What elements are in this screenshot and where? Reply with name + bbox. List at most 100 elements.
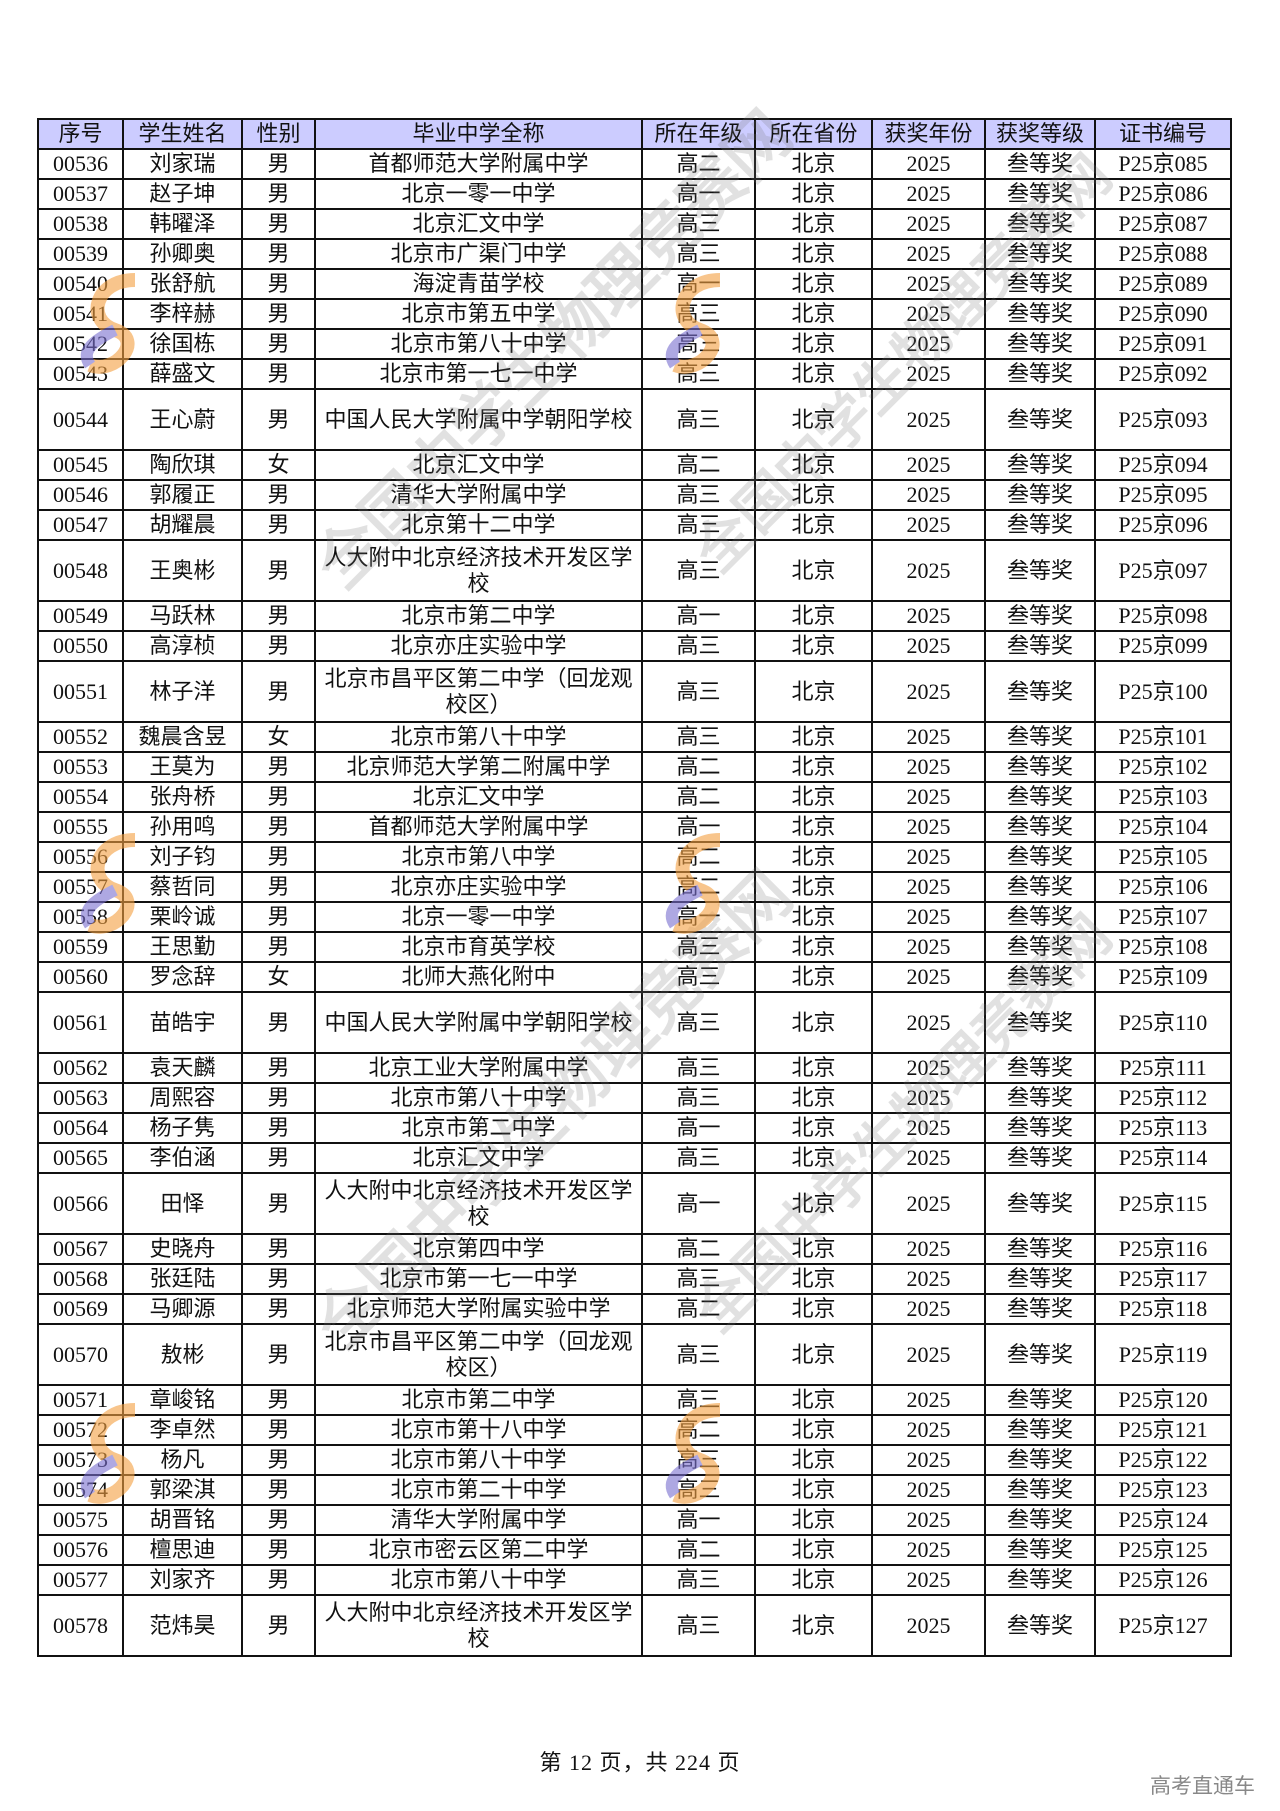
cell-id: 00542 xyxy=(37,328,124,360)
cell-name: 张舒航 xyxy=(122,268,243,300)
table-row: 00554 张舟桥男北京汇文中学 高二 北京 2025 叁等奖 P25京103 xyxy=(37,781,1232,813)
cell-name: 袁天麟 xyxy=(122,1052,243,1084)
cell-gender: 男 xyxy=(241,1534,316,1566)
table-row: 00543 薛盛文男北京市第一七一中学 高三 北京 2025 叁等奖 P25京092 xyxy=(37,358,1232,390)
cell-school: 人大附中北京经济技术开发区学校 xyxy=(314,539,643,602)
cell-school: 海淀青苗学校 xyxy=(314,268,643,300)
cell-school: 北京汇文中学 xyxy=(314,1142,643,1174)
cell-grade: 高三 xyxy=(641,358,756,390)
cell-gender: 男 xyxy=(241,1052,316,1084)
cell-cert: P25京104 xyxy=(1094,811,1232,843)
cell-id: 00563 xyxy=(37,1082,124,1114)
cell-name: 杨子隽 xyxy=(122,1112,243,1144)
cell-gender: 男 xyxy=(241,871,316,903)
header-id: 序号 xyxy=(37,118,124,150)
cell-gender: 男 xyxy=(241,1384,316,1416)
cell-cert: P25京102 xyxy=(1094,751,1232,783)
cell-school: 北京市第八十中学 xyxy=(314,328,643,360)
table-row: 00547 胡耀晨男北京第十二中学 高三 北京 2025 叁等奖 P25京096 xyxy=(37,509,1232,541)
cell-cert: P25京120 xyxy=(1094,1384,1232,1416)
cell-name: 刘家瑞 xyxy=(122,148,243,180)
cell-name: 王思勤 xyxy=(122,931,243,963)
cell-gender: 男 xyxy=(241,660,316,723)
table-row: 00565 李伯涵男北京汇文中学 高三 北京 2025 叁等奖 P25京114 xyxy=(37,1142,1232,1174)
cell-year: 2025 xyxy=(871,539,986,602)
cell-province: 北京 xyxy=(754,1052,873,1084)
cell-year: 2025 xyxy=(871,1323,986,1386)
cell-name: 郭梁淇 xyxy=(122,1474,243,1506)
cell-cert: P25京101 xyxy=(1094,721,1232,753)
cell-province: 北京 xyxy=(754,1384,873,1416)
cell-name: 章峻铭 xyxy=(122,1384,243,1416)
cell-province: 北京 xyxy=(754,1564,873,1596)
cell-level: 叁等奖 xyxy=(984,238,1096,270)
cell-level: 叁等奖 xyxy=(984,479,1096,511)
cell-name: 蔡哲同 xyxy=(122,871,243,903)
cell-id: 00540 xyxy=(37,268,124,300)
cell-name: 田怿 xyxy=(122,1172,243,1235)
table-row: 00572 李卓然男北京市第十八中学 高二 北京 2025 叁等奖 P25京121 xyxy=(37,1414,1232,1446)
cell-grade: 高一 xyxy=(641,1504,756,1536)
cell-province: 北京 xyxy=(754,1112,873,1144)
cell-level: 叁等奖 xyxy=(984,208,1096,240)
cell-province: 北京 xyxy=(754,961,873,993)
cell-grade: 高二 xyxy=(641,1534,756,1566)
cell-school: 北京师范大学附属实验中学 xyxy=(314,1293,643,1325)
cell-grade: 高三 xyxy=(641,931,756,963)
cell-id: 00568 xyxy=(37,1263,124,1295)
cell-cert: P25京124 xyxy=(1094,1504,1232,1536)
cell-grade: 高三 xyxy=(641,1082,756,1114)
cell-level: 叁等奖 xyxy=(984,751,1096,783)
cell-grade: 高一 xyxy=(641,1112,756,1144)
cell-id: 00573 xyxy=(37,1444,124,1476)
cell-grade: 高二 xyxy=(641,841,756,873)
cell-gender: 男 xyxy=(241,991,316,1054)
cell-level: 叁等奖 xyxy=(984,781,1096,813)
table-row: 00576 檀思迪男北京市密云区第二中学 高二 北京 2025 叁等奖 P25京125 xyxy=(37,1534,1232,1566)
cell-gender: 男 xyxy=(241,1172,316,1235)
cell-cert: P25京091 xyxy=(1094,328,1232,360)
table-row: 00551 林子洋男北京市昌平区第二中学（回龙观校区） 高三 北京 2025 叁等奖 P25… xyxy=(37,660,1232,723)
cell-year: 2025 xyxy=(871,1474,986,1506)
cell-id: 00546 xyxy=(37,479,124,511)
cell-year: 2025 xyxy=(871,991,986,1054)
cell-level: 叁等奖 xyxy=(984,328,1096,360)
cell-id: 00553 xyxy=(37,751,124,783)
cell-gender: 男 xyxy=(241,1142,316,1174)
table-row: 00553 王莫为男北京师范大学第二附属中学 高二 北京 2025 叁等奖 P25京102 xyxy=(37,751,1232,783)
cell-school: 北京汇文中学 xyxy=(314,208,643,240)
cell-province: 北京 xyxy=(754,841,873,873)
cell-id: 00566 xyxy=(37,1172,124,1235)
cell-province: 北京 xyxy=(754,1233,873,1265)
cell-gender: 女 xyxy=(241,449,316,481)
cell-grade: 高三 xyxy=(641,1384,756,1416)
table-row: 00541 李梓赫男北京市第五中学 高三 北京 2025 叁等奖 P25京090 xyxy=(37,298,1232,330)
cell-gender: 男 xyxy=(241,1112,316,1144)
cell-gender: 女 xyxy=(241,721,316,753)
cell-cert: P25京111 xyxy=(1094,1052,1232,1084)
cell-province: 北京 xyxy=(754,931,873,963)
cell-grade: 高三 xyxy=(641,1263,756,1295)
cell-school: 北京市第二中学 xyxy=(314,1384,643,1416)
cell-cert: P25京098 xyxy=(1094,600,1232,632)
cell-year: 2025 xyxy=(871,449,986,481)
header-province: 所在省份 xyxy=(754,118,873,150)
cell-gender: 男 xyxy=(241,328,316,360)
table-row: 00556 刘子钧男北京市第八中学 高二 北京 2025 叁等奖 P25京105 xyxy=(37,841,1232,873)
header-gender: 性别 xyxy=(241,118,316,150)
cell-school: 北京市第一七一中学 xyxy=(314,1263,643,1295)
cell-school: 北京第四中学 xyxy=(314,1233,643,1265)
cell-grade: 高三 xyxy=(641,630,756,662)
cell-year: 2025 xyxy=(871,1414,986,1446)
cell-cert: P25京100 xyxy=(1094,660,1232,723)
table-row: 00560 罗念辞女北师大燕化附中 高三 北京 2025 叁等奖 P25京109 xyxy=(37,961,1232,993)
cell-cert: P25京099 xyxy=(1094,630,1232,662)
cell-level: 叁等奖 xyxy=(984,931,1096,963)
cell-year: 2025 xyxy=(871,600,986,632)
cell-school: 北京工业大学附属中学 xyxy=(314,1052,643,1084)
cell-level: 叁等奖 xyxy=(984,1384,1096,1416)
cell-name: 马跃林 xyxy=(122,600,243,632)
cell-province: 北京 xyxy=(754,1082,873,1114)
cell-cert: P25京096 xyxy=(1094,509,1232,541)
cell-year: 2025 xyxy=(871,479,986,511)
